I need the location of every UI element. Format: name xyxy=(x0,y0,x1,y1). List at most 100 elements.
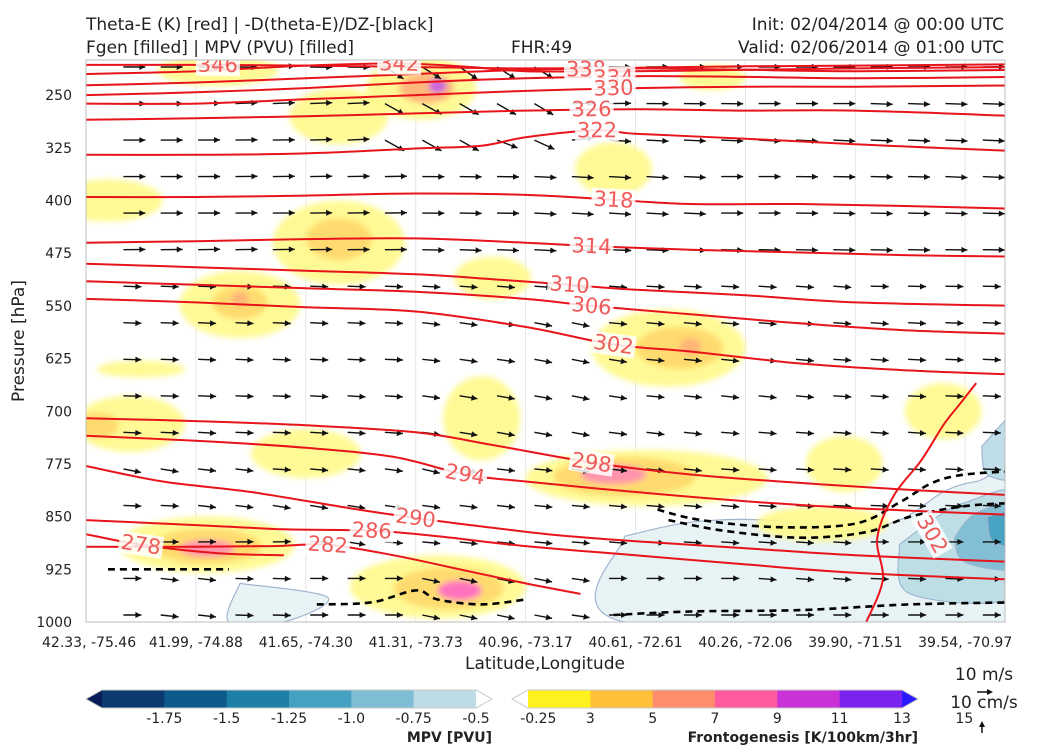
wind-vector-head-364 xyxy=(284,612,291,619)
fgen-blob-25 xyxy=(805,435,883,493)
wind-vector-head-349 xyxy=(621,575,628,582)
wind-vector-head-128 xyxy=(438,247,445,254)
wind-vector-head-237 xyxy=(919,393,926,400)
wind-vector-head-266 xyxy=(209,467,216,474)
wind-vector-head-279 xyxy=(695,467,702,474)
wind-vector-head-336 xyxy=(135,575,142,582)
wind-vector-head-277 xyxy=(620,467,627,474)
wind-vector-head-119 xyxy=(998,210,1005,217)
wind-vector-head-373 xyxy=(621,612,628,618)
fgen-blob-19 xyxy=(86,412,119,438)
theta-e-label-330-4: 330 xyxy=(593,76,634,101)
wind-vector-head-179 xyxy=(545,322,553,328)
theta-e-label-bg-13 xyxy=(441,459,489,490)
wind-vector-head-236 xyxy=(882,393,889,400)
wind-vector-head-216 xyxy=(135,393,142,400)
wind-vector-head-221 xyxy=(322,393,329,400)
wind-vector-head-180 xyxy=(582,322,590,328)
wind-vector-head-352 xyxy=(733,575,740,582)
wind-vector-head-130 xyxy=(512,247,519,254)
wind-vector-head-316 xyxy=(284,538,291,545)
wind-vector-head-52 xyxy=(288,136,295,143)
wind-vector-head-304 xyxy=(732,503,740,510)
wind-vector-head-241 xyxy=(172,429,179,436)
mpv-colorbar-swatch-4 xyxy=(289,690,352,708)
wind-vector-head-255 xyxy=(695,430,702,437)
wind-vector-head-319 xyxy=(396,539,403,546)
plot-frame xyxy=(85,59,1006,623)
wind-vector-head-227 xyxy=(545,394,553,401)
wind-vector-head-76 xyxy=(288,173,295,180)
theta-e-contour-298-12 xyxy=(86,417,1005,496)
wind-vector-head-47 xyxy=(998,101,1005,108)
wind-vector-head-377 xyxy=(770,612,777,618)
wind-vector-head-244 xyxy=(284,429,291,436)
fgen-colorbar-swatch-1 xyxy=(528,690,591,708)
wind-vector-head-203 xyxy=(545,358,553,365)
wind-vector-head-125 xyxy=(326,246,333,253)
wind-vector-head-166 xyxy=(957,283,964,290)
y-tick-label-400: 400 xyxy=(45,194,72,210)
wind-vector-head-321 xyxy=(471,540,478,547)
theta-e-contour-302-11 xyxy=(86,297,1005,376)
wind-vector-head-37 xyxy=(625,100,632,107)
forecast-hour: FHR:49 xyxy=(511,38,573,58)
wind-vector-head-233 xyxy=(770,394,777,401)
wind-vector-head-46 xyxy=(961,101,968,108)
wind-vector-head-379 xyxy=(845,612,852,618)
wind-vector-head-318 xyxy=(358,540,366,547)
title-left-line2: Fgen [filled] | MPV (PVU) [filled] xyxy=(86,38,355,58)
wind-vector-head-115 xyxy=(849,210,856,217)
theta-e-label-282-16: 282 xyxy=(307,531,349,558)
mpv-colorbar-label-2: -1.25 xyxy=(271,711,307,727)
wind-vector-head-212 xyxy=(882,357,889,363)
mpv-colorbar-label-5: -0.5 xyxy=(462,711,489,727)
wind-vector-head-199 xyxy=(396,356,403,363)
y-tick-label-325: 325 xyxy=(45,141,72,157)
x-tick-label-5: 40.61, -72.61 xyxy=(588,635,682,651)
wind-vector-head-181 xyxy=(620,320,628,327)
wind-vector-head-45 xyxy=(923,101,930,108)
wind-vector-head-328 xyxy=(733,539,740,546)
wind-vector-head-305 xyxy=(770,503,777,510)
mpv-colorbar-label-6: -0.25 xyxy=(520,711,556,727)
mpv-colorbar-swatch-2 xyxy=(164,690,228,708)
theta-e-label-bg-0 xyxy=(195,60,240,77)
wind-vector-head-103 xyxy=(400,209,407,216)
wind-vector-head-48 xyxy=(139,137,146,144)
wind-vector-head-122 xyxy=(214,246,221,253)
mpv-colorbar-label-1: -1.5 xyxy=(213,711,240,727)
theta-e-label-bg-6 xyxy=(574,119,620,142)
wind-vector-head-83 xyxy=(550,174,557,181)
theta-e-label-306-10: 306 xyxy=(570,292,612,320)
wind-vector-head-217 xyxy=(172,393,179,400)
theta-e-contour-302-18 xyxy=(865,382,977,622)
wind-vector-head-226 xyxy=(508,394,515,401)
wind-vector-head-201 xyxy=(471,358,478,364)
wind-vector-head-231 xyxy=(695,394,702,400)
wind-vector-head-175 xyxy=(396,320,403,327)
wind-vector-head-329 xyxy=(770,539,777,546)
wind-vector-head-151 xyxy=(396,283,403,290)
stability-contour-1 xyxy=(316,589,526,606)
wind-vector-head-219 xyxy=(247,393,254,400)
wind-vector-head-208 xyxy=(732,357,740,364)
wind-vector-head-191 xyxy=(994,320,1001,327)
wind-vector-head-121 xyxy=(176,246,183,253)
wind-vector-head-320 xyxy=(434,540,441,546)
wind-vector-head-109 xyxy=(624,211,632,217)
wind-vector-head-291 xyxy=(247,503,254,510)
wind-vector-head-7 xyxy=(396,73,404,79)
wind-vector-head-348 xyxy=(583,577,590,584)
theta-e-label-310-9: 310 xyxy=(549,271,591,298)
theta-e-label-286-15: 286 xyxy=(351,518,392,544)
wind-vector-head-332 xyxy=(882,538,889,545)
wind-vector-head-262 xyxy=(957,429,964,436)
frontogenesis-colorbar-title: Frontogenesis [K/100km/3hr] xyxy=(688,730,918,746)
wind-vector-head-284 xyxy=(882,466,889,473)
wind-vector-head-131 xyxy=(550,247,557,254)
wind-vector-head-70 xyxy=(961,137,968,144)
wind-vector-head-225 xyxy=(471,394,478,401)
wind-vector-head-97 xyxy=(176,210,183,217)
vector-scale-label-vertical: 10 cm/s xyxy=(950,693,1018,713)
